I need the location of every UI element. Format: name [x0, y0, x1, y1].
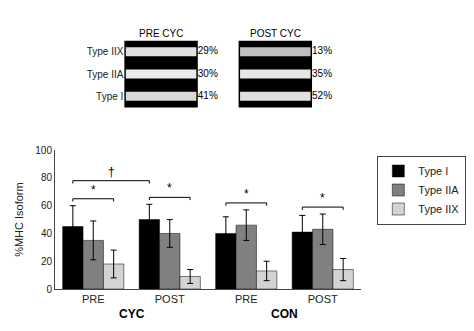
- svg-text:80: 80: [41, 172, 53, 183]
- svg-text:20: 20: [41, 256, 53, 267]
- svg-text:40: 40: [41, 228, 53, 239]
- svg-text:Type I: Type I: [418, 165, 448, 177]
- svg-text:Type IIA: Type IIA: [418, 184, 459, 196]
- svg-text:29%: 29%: [198, 45, 218, 56]
- svg-text:13%: 13%: [312, 45, 332, 56]
- svg-text:Type I: Type I: [96, 91, 123, 102]
- svg-text:35%: 35%: [312, 68, 332, 79]
- svg-text:PRE: PRE: [82, 293, 105, 305]
- svg-text:*: *: [167, 181, 172, 195]
- svg-text:*: *: [91, 183, 96, 197]
- svg-text:60: 60: [41, 200, 53, 211]
- svg-text:Type IIX: Type IIX: [418, 203, 459, 215]
- svg-text:CON: CON: [271, 307, 298, 321]
- svg-text:PRE: PRE: [235, 293, 258, 305]
- svg-text:%MHC Isoform: %MHC Isoform: [13, 182, 25, 257]
- svg-text:POST CYC: POST CYC: [250, 28, 301, 39]
- svg-text:30%: 30%: [198, 68, 218, 79]
- svg-text:*: *: [320, 191, 325, 205]
- svg-text:52%: 52%: [312, 90, 332, 101]
- svg-text:Type IIA: Type IIA: [87, 69, 124, 80]
- svg-text:Type IIX: Type IIX: [87, 46, 124, 57]
- svg-text:0: 0: [46, 284, 52, 295]
- svg-text:100: 100: [35, 145, 52, 156]
- svg-text:41%: 41%: [198, 90, 218, 101]
- svg-text:POST: POST: [155, 293, 185, 305]
- svg-text:*: *: [244, 187, 249, 201]
- svg-text:CYC: CYC: [119, 307, 145, 321]
- svg-text:PRE CYC: PRE CYC: [139, 28, 183, 39]
- svg-text:POST: POST: [308, 293, 338, 305]
- svg-text:†: †: [108, 165, 115, 179]
